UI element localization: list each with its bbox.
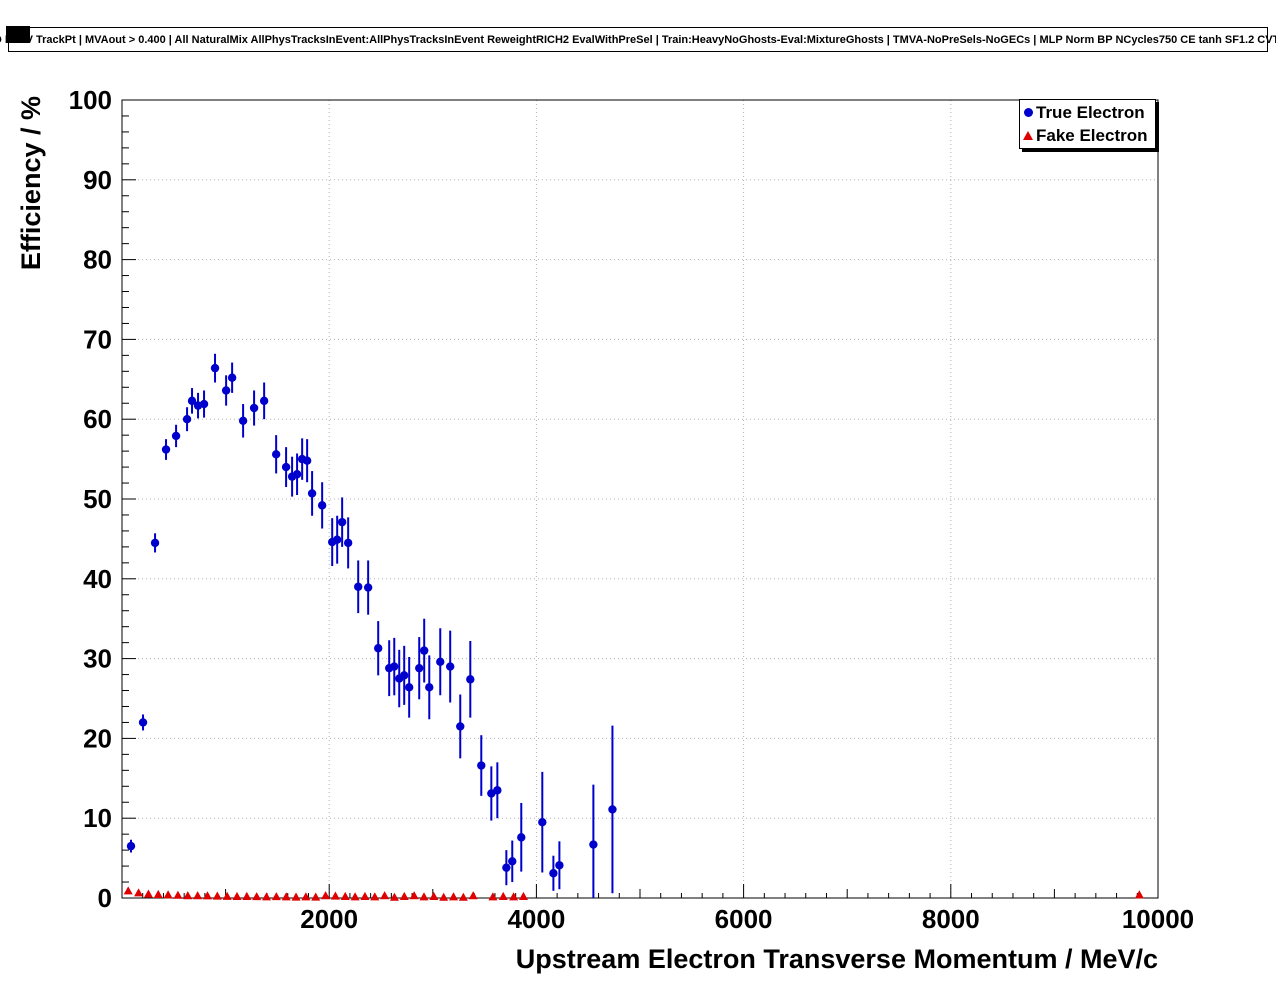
x-tick-label: 10000 (1122, 904, 1194, 934)
x-tick-label: 6000 (715, 904, 773, 934)
plot-title: Upstream Electron ID Eff. V TrackPt | MV… (0, 33, 1276, 46)
legend: True Electron Fake Electron (1019, 99, 1156, 149)
fake-electron-marker-icon (1023, 131, 1033, 140)
legend-label-true-electron: True Electron (1036, 102, 1145, 122)
x-tick-label: 2000 (300, 904, 358, 934)
y-tick-label: 80 (83, 245, 112, 275)
true-electron-marker-icon (1023, 108, 1033, 117)
legend-label-fake-electron: Fake Electron (1036, 125, 1148, 145)
title-pad-decoration (6, 26, 30, 43)
y-tick-label: 100 (69, 85, 112, 115)
y-tick-label: 10 (83, 803, 112, 833)
y-tick-label: 30 (83, 644, 112, 674)
y-tick-label: 40 (83, 564, 112, 594)
x-tick-label: 4000 (507, 904, 565, 934)
x-axis-title: Upstream Electron Transverse Momentum / … (515, 944, 1158, 974)
y-tick-label: 50 (83, 484, 112, 514)
plot-title-pave: Upstream Electron ID Eff. V TrackPt | MV… (0, 27, 1276, 52)
legend-entry-true-electron: True Electron (1020, 101, 1155, 124)
y-tick-label: 0 (98, 883, 112, 913)
x-tick-label: 8000 (922, 904, 980, 934)
legend-entry-fake-electron: Fake Electron (1020, 124, 1155, 147)
y-tick-label: 90 (83, 165, 112, 195)
y-axis-title: Efficiency / % (16, 96, 46, 271)
y-tick-label: 70 (83, 324, 112, 354)
y-tick-label: 20 (83, 723, 112, 753)
y-tick-label: 60 (83, 404, 112, 434)
